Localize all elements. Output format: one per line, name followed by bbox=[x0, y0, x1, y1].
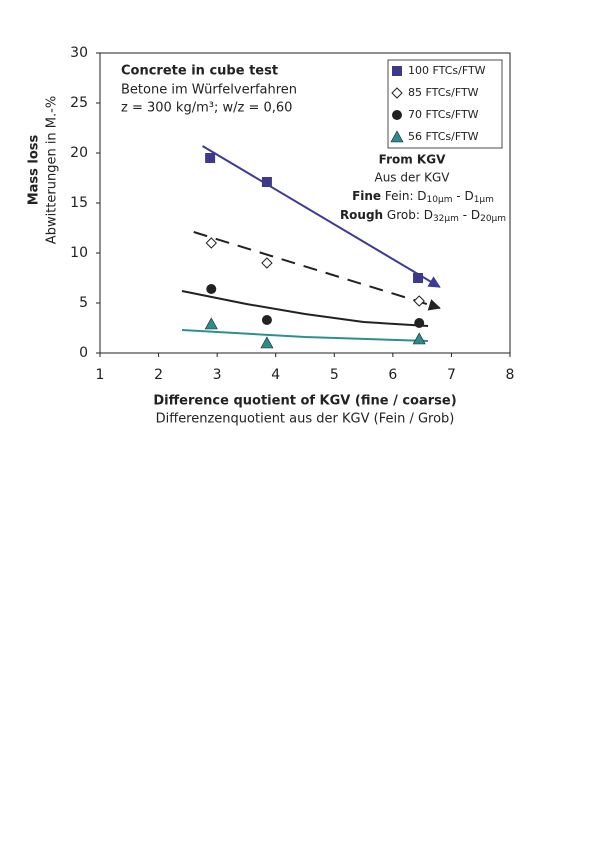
marker bbox=[391, 87, 403, 99]
trend-line bbox=[181, 329, 429, 342]
marker bbox=[204, 317, 218, 330]
note-part: - D bbox=[459, 208, 480, 222]
legend-label: 56 FTCs/FTW bbox=[408, 130, 479, 143]
trend-line bbox=[201, 145, 441, 288]
y-tick-label: 30 bbox=[70, 45, 88, 61]
legend-label: 85 FTCs/FTW bbox=[408, 86, 479, 99]
note-part: - D bbox=[453, 189, 474, 203]
x-tick-label: 1 bbox=[96, 367, 105, 383]
legend-item: 100 FTCs/FTW bbox=[392, 64, 486, 77]
marker bbox=[390, 130, 404, 143]
x-tick-label: 5 bbox=[330, 367, 339, 383]
marker bbox=[392, 66, 402, 76]
marker bbox=[414, 318, 425, 328]
marker bbox=[392, 110, 402, 120]
y-tick-label: 15 bbox=[70, 195, 88, 211]
legend bbox=[387, 59, 503, 149]
x-tick-label: 8 bbox=[506, 367, 515, 383]
note-part: Fein: D bbox=[381, 189, 426, 203]
x-tick-label: 2 bbox=[154, 367, 163, 383]
marker bbox=[261, 257, 273, 269]
trend-line bbox=[181, 290, 429, 327]
legend-item: 70 FTCs/FTW bbox=[392, 108, 479, 121]
trend-line bbox=[193, 231, 441, 311]
note-title: From KGV bbox=[379, 153, 446, 167]
y-tick-label: 20 bbox=[70, 145, 88, 161]
note-subtitle: Aus der KGV bbox=[374, 171, 450, 185]
marker bbox=[205, 237, 217, 249]
x-tick-label: 7 bbox=[447, 367, 456, 383]
x-tick-label: 3 bbox=[213, 367, 222, 383]
y-tick-label: 10 bbox=[70, 245, 88, 261]
marker bbox=[413, 295, 425, 307]
marker bbox=[260, 336, 274, 349]
y-axis-label: Mass loss bbox=[27, 134, 42, 205]
marker bbox=[413, 273, 424, 283]
note-part: Rough bbox=[340, 208, 383, 222]
annotation: z = 300 kg/m³; w/z = 0,60 bbox=[121, 101, 292, 116]
y-tick-label: 25 bbox=[70, 95, 88, 111]
x-tick-label: 4 bbox=[271, 367, 280, 383]
note-fine: Fine Fein: D10µm - D1µm bbox=[352, 189, 494, 205]
note-part: 32µm bbox=[433, 214, 459, 224]
marker bbox=[261, 315, 272, 325]
y-axis-label: Abwitterungen in M.-% bbox=[45, 96, 60, 244]
legend-label: 100 FTCs/FTW bbox=[408, 64, 486, 77]
annotation: Concrete in cube test bbox=[121, 64, 278, 79]
legend-item: 85 FTCs/FTW bbox=[391, 86, 479, 99]
note-rough: Rough Grob: D32µm - D20µm bbox=[340, 208, 506, 224]
marker bbox=[205, 153, 216, 163]
note-part: 20µm bbox=[480, 214, 506, 224]
x-axis-label: Difference quotient of KGV (fine / coars… bbox=[153, 394, 456, 409]
legend-label: 70 FTCs/FTW bbox=[408, 108, 479, 121]
note-part: Fine bbox=[352, 189, 381, 203]
note-part: Grob: D bbox=[383, 208, 433, 222]
y-tick-label: 0 bbox=[79, 345, 88, 361]
annotation: Betone im Würfelverfahren bbox=[121, 83, 297, 98]
marker bbox=[261, 177, 272, 187]
x-axis-label: Differenzenquotient aus der KGV (Fein / … bbox=[156, 412, 455, 427]
marker bbox=[206, 284, 217, 294]
y-tick-label: 5 bbox=[79, 295, 88, 311]
x-tick-label: 6 bbox=[388, 367, 397, 383]
note-part: 1µm bbox=[474, 195, 494, 205]
legend-item: 56 FTCs/FTW bbox=[390, 130, 479, 143]
marker bbox=[412, 332, 426, 345]
note-part: 10µm bbox=[427, 195, 453, 205]
